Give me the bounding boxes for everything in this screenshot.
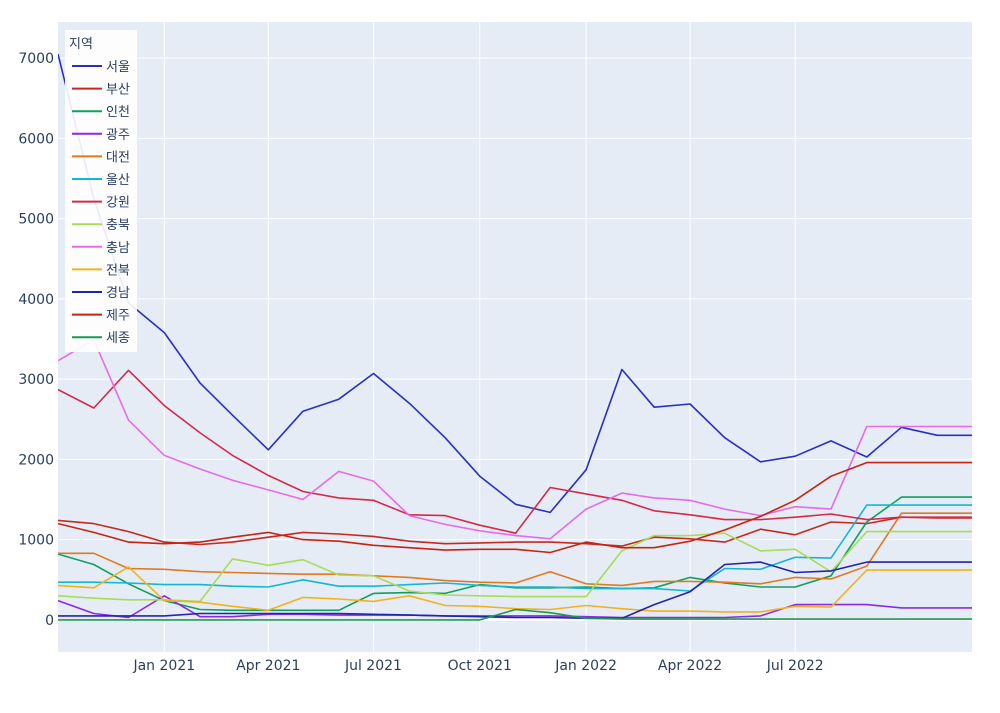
series-line-13[interactable] — [58, 608, 972, 621]
series-line-11[interactable] — [58, 561, 972, 620]
legend-box — [65, 30, 137, 352]
legend-item[interactable]: 충남 — [72, 241, 130, 256]
legend-item[interactable]: 대전 — [72, 150, 130, 165]
x-tick-label: Jan 2021 — [132, 658, 195, 674]
x-tick-label: Jul 2021 — [344, 658, 402, 674]
y-tick-label: 1000 — [18, 533, 54, 549]
y-tick-label: 5000 — [18, 212, 54, 228]
legend-item[interactable]: 울산 — [72, 173, 130, 188]
series-lines — [58, 53, 972, 621]
legend-label: 세종 — [106, 331, 130, 346]
legend-label: 강원 — [106, 196, 130, 211]
series-line-12[interactable] — [58, 461, 972, 554]
legend-item[interactable]: 부산 — [72, 83, 130, 98]
legend-item[interactable]: 충북 — [72, 218, 130, 233]
legend-item[interactable]: 서울 — [72, 60, 130, 75]
legend-item[interactable]: 전북 — [72, 263, 130, 278]
series-line-6[interactable] — [58, 504, 972, 592]
y-tick-label: 6000 — [18, 131, 54, 147]
legend-item[interactable]: 강원 — [72, 196, 130, 211]
y-tick-label: 0 — [45, 613, 54, 629]
y-tick-label: 3000 — [18, 372, 54, 388]
x-tick-label: Jan 2022 — [554, 658, 617, 674]
legend-item[interactable]: 제주 — [72, 309, 130, 324]
x-tick-label: Jul 2022 — [766, 658, 824, 674]
x-tick-label: Apr 2021 — [236, 658, 300, 674]
legend-label: 광주 — [106, 128, 130, 143]
legend-label: 경남 — [106, 286, 130, 301]
series-line-1[interactable] — [58, 53, 972, 514]
series-line-4[interactable] — [58, 594, 972, 619]
plot-area — [58, 22, 972, 652]
legend-label: 인천 — [106, 105, 130, 120]
y-tick-label: 7000 — [18, 51, 54, 67]
legend-item[interactable]: 인천 — [72, 105, 130, 120]
legend-label: 대전 — [106, 150, 130, 165]
series-line-5[interactable] — [58, 512, 972, 587]
series-line-7[interactable] — [58, 369, 972, 535]
legend-label: 제주 — [106, 309, 130, 324]
legend-label: 울산 — [106, 173, 130, 188]
series-line-8[interactable] — [58, 530, 972, 603]
x-tick-label: Oct 2021 — [448, 658, 512, 674]
legend-item[interactable]: 경남 — [72, 286, 130, 301]
legend-item[interactable]: 광주 — [72, 128, 130, 143]
x-tick-label: Apr 2022 — [658, 658, 722, 674]
y-tick-label: 4000 — [18, 292, 54, 308]
y-tick-label: 2000 — [18, 452, 54, 468]
legend-label: 부산 — [106, 83, 130, 98]
legend-label: 서울 — [106, 60, 130, 75]
legend-title: 지역 — [69, 37, 93, 52]
series-line-2[interactable] — [58, 516, 972, 547]
grid — [58, 22, 972, 652]
legend-label: 충북 — [106, 218, 130, 233]
series-line-9[interactable] — [58, 338, 972, 540]
legend-label: 충남 — [106, 241, 130, 256]
axes: 0 1000 2000 3000 4000 5000 6000 7000 Jan 2021 Apr… — [18, 51, 823, 674]
legend-label: 전북 — [106, 263, 130, 278]
legend-item[interactable]: 세종 — [72, 331, 130, 346]
